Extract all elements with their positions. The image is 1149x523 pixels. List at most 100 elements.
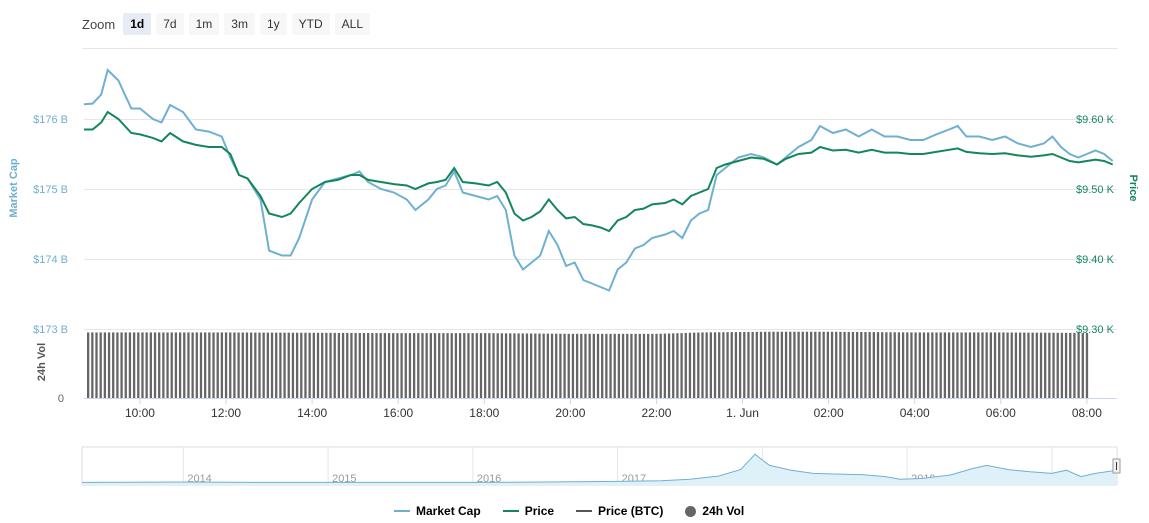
x-tick-label: 12:00 xyxy=(211,406,241,420)
volume-bar xyxy=(550,333,554,398)
volume-bar xyxy=(751,331,754,398)
volume-bar xyxy=(295,332,299,398)
navigator-line xyxy=(81,453,1118,483)
zoom-all-button[interactable]: ALL xyxy=(334,13,370,35)
volume-bar xyxy=(107,332,111,398)
volume-bar xyxy=(291,332,295,398)
volume-bar xyxy=(559,333,562,398)
volume-bar xyxy=(450,333,453,398)
volume-bar xyxy=(174,332,178,398)
volume-bar xyxy=(103,332,107,398)
volume-bar xyxy=(810,331,813,398)
legend-item-market-cap[interactable]: Market Cap xyxy=(394,504,481,518)
zoom-3m-button[interactable]: 3m xyxy=(224,13,255,35)
volume-bar xyxy=(580,333,583,398)
zoom-1d-button[interactable]: 1d xyxy=(123,13,152,35)
volume-bar xyxy=(889,332,892,398)
volume-bar xyxy=(647,333,650,398)
volume-bar xyxy=(446,333,449,398)
volume-bar xyxy=(1023,332,1026,398)
volume-bar xyxy=(609,333,612,398)
volume-bar xyxy=(504,333,508,398)
volume-bar xyxy=(475,333,478,398)
volume-bar xyxy=(496,333,499,398)
volume-bar xyxy=(421,333,424,398)
volume-bar xyxy=(149,332,152,398)
legend-item-price[interactable]: Price xyxy=(502,504,554,518)
volume-bar xyxy=(1081,332,1084,398)
volume-bar xyxy=(943,332,947,398)
volume-bar xyxy=(985,332,988,398)
zoom-1y-button[interactable]: 1y xyxy=(259,13,287,35)
volume-bar xyxy=(492,333,495,398)
volume-bar xyxy=(371,333,374,398)
volume-bar xyxy=(1073,332,1076,398)
price-line xyxy=(84,110,1114,233)
volume-bar xyxy=(1069,332,1072,398)
volume-bar xyxy=(333,332,336,398)
volume-bar xyxy=(947,332,951,398)
volume-bar xyxy=(212,332,215,398)
volume-tick-label: 0 xyxy=(58,393,64,405)
volume-bar xyxy=(375,333,378,398)
legend-item-price-btc[interactable]: Price (BTC) xyxy=(576,504,663,518)
volume-bar xyxy=(145,332,148,398)
volume-bar xyxy=(433,333,437,398)
navigator[interactable]: 2014201520162017201820192020 xyxy=(81,446,1121,486)
volume-bar xyxy=(367,333,370,398)
volume-bar xyxy=(910,332,913,398)
volume-bar xyxy=(208,332,211,398)
volume-bar xyxy=(262,332,265,398)
volume-bar xyxy=(797,331,800,398)
volume-bar xyxy=(454,333,458,398)
volume-bar xyxy=(784,331,788,398)
volume-bar xyxy=(392,333,395,398)
volume-bar xyxy=(312,332,315,398)
zoom-ytd-button[interactable]: YTD xyxy=(291,13,330,35)
left-tick-label: $174 B xyxy=(33,254,68,266)
volume-bar xyxy=(275,332,278,398)
volume-bar xyxy=(287,332,290,398)
volume-bar xyxy=(87,332,90,398)
volume-dot-icon xyxy=(685,505,697,517)
volume-bar xyxy=(776,331,779,398)
volume-bar xyxy=(224,332,228,398)
volume-bar xyxy=(705,332,708,398)
legend-label: Price (BTC) xyxy=(598,504,664,518)
legend-label: 24h Vol xyxy=(702,504,745,518)
volume-bar xyxy=(400,333,403,398)
volume-bar xyxy=(596,333,600,398)
volume-bar xyxy=(425,333,428,398)
legend-item-volume[interactable]: 24h Vol xyxy=(685,504,744,518)
volume-bar xyxy=(738,332,742,398)
volume-bar xyxy=(132,332,136,398)
price-chart[interactable]: Market Cap Price 24h Vol $176 B $9.60 K $1… xyxy=(0,0,1149,500)
volume-bar xyxy=(350,332,353,398)
x-tick-label: 16:00 xyxy=(383,406,413,420)
volume-bar xyxy=(1031,332,1034,398)
volume-bar xyxy=(872,332,875,398)
volume-bar xyxy=(153,332,157,398)
volume-bar xyxy=(722,332,725,398)
volume-bar xyxy=(308,332,311,398)
zoom-7d-button[interactable]: 7d xyxy=(156,13,184,35)
volume-bar xyxy=(346,332,349,398)
x-tick-label: 18:00 xyxy=(469,406,499,420)
volume-bar xyxy=(358,332,361,398)
volume-bar xyxy=(304,332,307,398)
volume-bar xyxy=(718,332,721,398)
volume-bar xyxy=(864,332,867,398)
axes: Market Cap Price 24h Vol $176 B $9.60 K $1… xyxy=(8,114,1139,420)
volume-bar xyxy=(855,331,859,398)
volume-bar xyxy=(939,332,942,398)
volume-bar xyxy=(396,333,399,398)
zoom-1m-button[interactable]: 1m xyxy=(188,13,220,35)
left-tick-label: $176 B xyxy=(33,114,68,126)
volume-bar xyxy=(216,332,219,398)
volume-bar xyxy=(981,332,984,398)
legend-label: Market Cap xyxy=(416,504,481,518)
volume-bar xyxy=(438,333,441,398)
volume-bar xyxy=(893,332,896,398)
volume-bar xyxy=(584,333,587,398)
volume-bar xyxy=(1060,332,1064,398)
